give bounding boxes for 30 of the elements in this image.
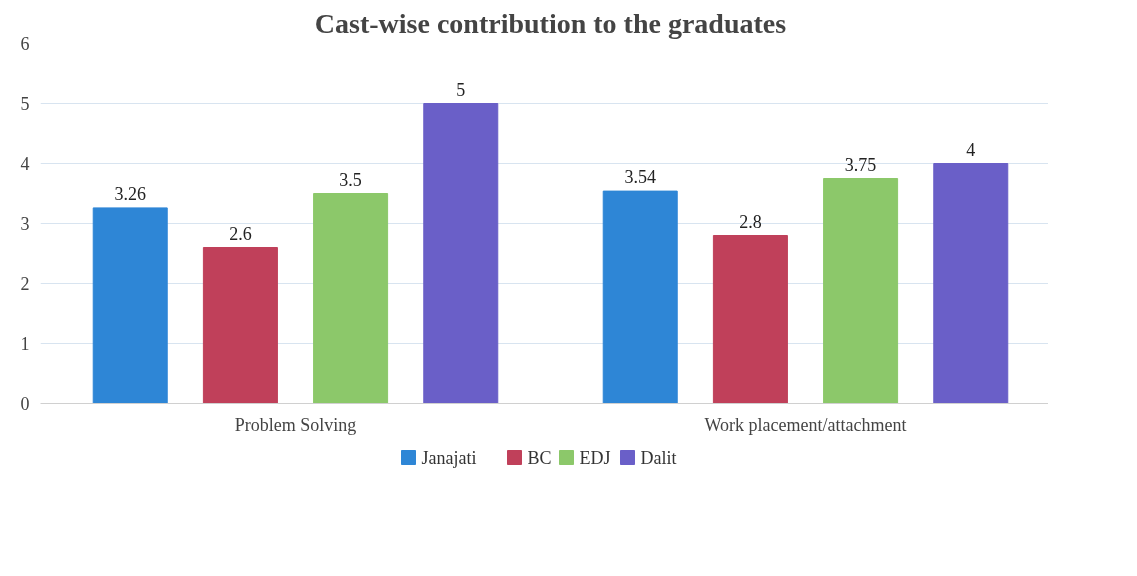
bar: [712, 235, 788, 404]
data-label: 2.8: [739, 211, 762, 232]
bar: [933, 163, 1009, 404]
x-tick-label: Problem Solving: [234, 414, 357, 435]
data-label: 5: [456, 79, 466, 100]
y-tick-label: 5: [20, 94, 30, 114]
data-label: 4: [966, 139, 976, 160]
data-label: 3.5: [339, 169, 362, 190]
legend-label: Janajati: [421, 447, 477, 468]
legend-label: Dalit: [640, 447, 677, 468]
y-tick-label: 3: [20, 214, 30, 234]
chart-title: Cast-wise contribution to the graduates: [314, 7, 787, 39]
data-label: 2.6: [229, 223, 252, 244]
data-label: 3.26: [114, 183, 146, 204]
bar: [423, 103, 499, 404]
bar: [313, 193, 389, 404]
y-tick-label: 4: [20, 154, 30, 174]
x-tick-label: Work placement/attachment: [704, 414, 907, 435]
bar: [823, 178, 899, 404]
bar: [202, 247, 278, 404]
bar: [602, 190, 678, 404]
data-label: 3.75: [844, 154, 877, 175]
y-tick-label: 2: [20, 274, 30, 294]
legend-label: BC: [527, 447, 552, 468]
y-tick-label: 1: [20, 334, 30, 354]
legend-label: EDJ: [579, 447, 611, 468]
bar: [92, 207, 168, 404]
y-tick-label: 6: [20, 34, 30, 54]
data-label: 3.54: [624, 167, 656, 188]
y-tick-label: 0: [20, 394, 30, 414]
